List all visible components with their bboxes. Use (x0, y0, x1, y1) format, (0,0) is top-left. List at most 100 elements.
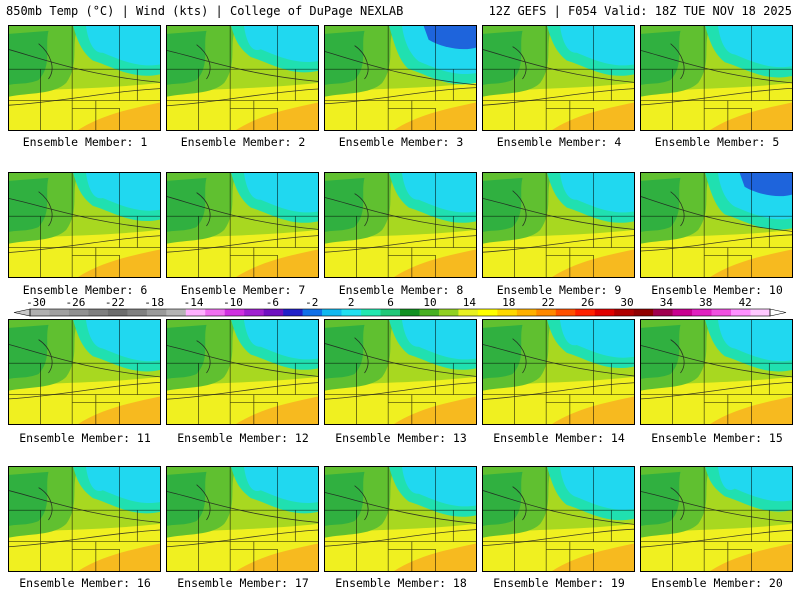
colorbar-swatch (400, 309, 420, 316)
ensemble-map-15 (640, 319, 793, 425)
temperature-map (325, 173, 476, 277)
colorbar-svg: -30 -26 -22 -18 -14 -10 -6 -2 2 6 10 14 18 22 26 30 34 38… (13, 296, 787, 317)
temperature-map (167, 26, 318, 130)
ensemble-member-label: Ensemble Member: 11 (19, 431, 151, 445)
ensemble-member-label: Ensemble Member: 5 (654, 135, 780, 149)
temperature-map (483, 26, 634, 130)
ensemble-member-label: Ensemble Member: 3 (338, 135, 464, 149)
temperature-map (325, 467, 476, 571)
temperature-map (641, 467, 792, 571)
colorbar-swatch (497, 309, 518, 316)
temperature-map (167, 320, 318, 424)
ensemble-map-17 (166, 466, 319, 572)
ensemble-member-label: Ensemble Member: 2 (180, 135, 306, 149)
colorbar-tick-label: -22 (105, 296, 125, 309)
temperature-map (9, 173, 160, 277)
temperature-map (325, 26, 476, 130)
ensemble-map-9 (482, 172, 635, 278)
ensemble-map-19 (482, 466, 635, 572)
colorbar-swatch (458, 309, 479, 316)
colorbar-swatch (477, 309, 498, 316)
colorbar-swatch (614, 309, 634, 316)
colorbar-tick-label: -30 (26, 296, 46, 309)
ensemble-member-label: Ensemble Member: 4 (496, 135, 622, 149)
colorbar-swatch (711, 309, 732, 316)
map-title: 850mb Temp (°C) | Wind (kts) | College o… (6, 4, 404, 18)
colorbar-swatch (166, 309, 187, 316)
colorbar-swatch (283, 309, 303, 316)
ensemble-member-label: Ensemble Member: 12 (177, 431, 309, 445)
ensemble-member-label: Ensemble Member: 10 (651, 283, 783, 297)
ensemble-map-12 (166, 319, 319, 425)
ensemble-map-10 (640, 172, 793, 278)
colorbar-tick-label: 22 (542, 296, 555, 309)
colorbar-tick-label: 6 (387, 296, 394, 309)
colorbar-swatch (302, 309, 323, 316)
colorbar-tick-label: 34 (660, 296, 674, 309)
colorbar-swatch (536, 309, 557, 316)
colorbar-tick-label: -14 (184, 296, 204, 309)
colorbar-swatch (68, 309, 89, 316)
colorbar-tick-label: -18 (144, 296, 164, 309)
colorbar-tick-label: -10 (223, 296, 243, 309)
colorbar-tick-label: 26 (581, 296, 594, 309)
temperature-map (9, 467, 160, 571)
ensemble-map-1 (8, 25, 161, 131)
colorbar-swatch (653, 309, 673, 316)
colorbar-tick-label: 42 (739, 296, 752, 309)
ensemble-member-label: Ensemble Member: 13 (335, 431, 467, 445)
temperature-map (9, 26, 160, 130)
colorbar-swatch (594, 309, 615, 316)
temperature-map (167, 173, 318, 277)
colorbar-swatch (380, 309, 401, 316)
ensemble-member-label: Ensemble Member: 7 (180, 283, 306, 297)
colorbar-swatch (419, 309, 440, 316)
temperature-map (483, 173, 634, 277)
temperature-map (9, 320, 160, 424)
ensemble-member-label: Ensemble Member: 18 (335, 576, 467, 590)
colorbar-swatch (146, 309, 167, 316)
ensemble-member-label: Ensemble Member: 20 (651, 576, 783, 590)
colorbar-swatch (672, 309, 693, 316)
colorbar-swatch (438, 309, 459, 316)
colorbar-swatch (224, 309, 245, 316)
ensemble-map-13 (324, 319, 477, 425)
ensemble-member-label: Ensemble Member: 16 (19, 576, 151, 590)
colorbar-swatch (692, 309, 712, 316)
colorbar-swatch (107, 309, 128, 316)
model-run-info: 12Z GEFS | F054 Valid: 18Z TUE NOV 18 20… (488, 4, 792, 18)
ensemble-map-7 (166, 172, 319, 278)
colorbar-tick-label: -26 (65, 296, 85, 309)
ensemble-map-14 (482, 319, 635, 425)
colorbar-swatch (127, 309, 148, 316)
colorbar-swatch (633, 309, 654, 316)
ensemble-map-18 (324, 466, 477, 572)
ensemble-member-label: Ensemble Member: 8 (338, 283, 464, 297)
colorbar-swatch (750, 309, 771, 316)
ensemble-map-6 (8, 172, 161, 278)
ensemble-member-label: Ensemble Member: 6 (22, 283, 148, 297)
ensemble-map-16 (8, 466, 161, 572)
temperature-map (641, 26, 792, 130)
colorbar-swatch (341, 309, 362, 316)
colorbar-swatch (88, 309, 109, 316)
ensemble-map-4 (482, 25, 635, 131)
ensemble-member-label: Ensemble Member: 9 (496, 283, 622, 297)
colorbar-swatch (49, 309, 70, 316)
ensemble-map-5 (640, 25, 793, 131)
colorbar-tick-label: 18 (502, 296, 515, 309)
colorbar-swatch (731, 309, 751, 316)
colorbar-swatch (516, 309, 537, 316)
colorbar-swatch (263, 309, 284, 316)
ensemble-member-label: Ensemble Member: 19 (493, 576, 625, 590)
colorbar-tick-label: -2 (305, 296, 318, 309)
temperature-map (641, 320, 792, 424)
ensemble-map-2 (166, 25, 319, 131)
colorbar-swatch (244, 309, 264, 316)
temperature-colorbar: -30 -26 -22 -18 -14 -10 -6 -2 2 6 10 14 18 22 26 30 34 38… (10, 296, 790, 320)
colorbar-swatch (575, 309, 596, 316)
colorbar-swatch (555, 309, 576, 316)
colorbar-tick-label: -6 (266, 296, 279, 309)
colorbar-swatch (205, 309, 226, 316)
temperature-map (641, 173, 792, 277)
